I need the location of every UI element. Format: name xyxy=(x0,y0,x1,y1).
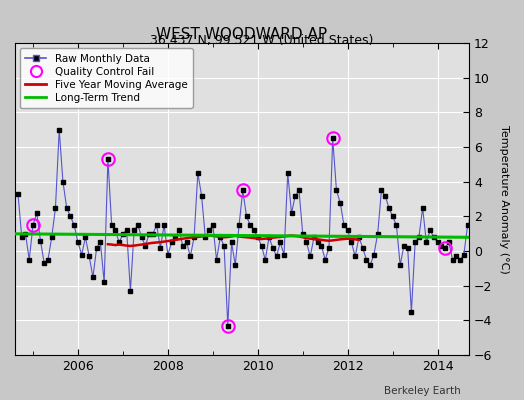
Y-axis label: Temperature Anomaly (°C): Temperature Anomaly (°C) xyxy=(499,125,509,274)
Title: WEST WOODWARD AP: WEST WOODWARD AP xyxy=(157,27,328,42)
Text: 36.437 N, 99.521 W (United States): 36.437 N, 99.521 W (United States) xyxy=(150,34,374,47)
Legend: Raw Monthly Data, Quality Control Fail, Five Year Moving Average, Long-Term Tren: Raw Monthly Data, Quality Control Fail, … xyxy=(20,48,192,108)
Text: Berkeley Earth: Berkeley Earth xyxy=(385,386,461,396)
